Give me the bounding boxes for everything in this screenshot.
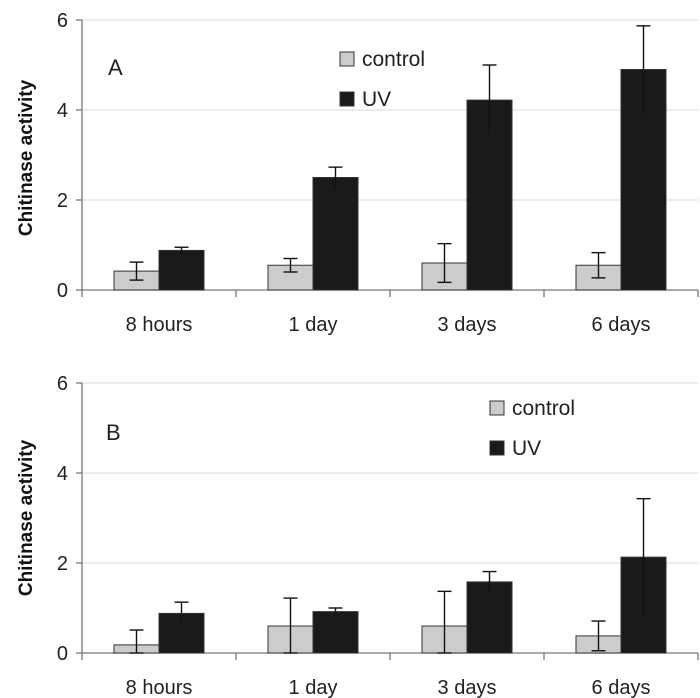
y-tick-label: 4 — [57, 100, 68, 122]
y-tick-label: 2 — [57, 553, 68, 575]
bar-uv — [313, 178, 358, 291]
x-tick-label: 1 day — [289, 314, 338, 336]
legend-swatch — [490, 401, 504, 415]
x-tick-label: 3 days — [438, 677, 497, 698]
x-tick-label: 6 days — [592, 314, 651, 336]
legend-swatch — [340, 52, 354, 66]
legend-label: UV — [362, 88, 391, 111]
legend-label: control — [362, 48, 425, 71]
bar-uv — [467, 582, 512, 653]
x-tick-label: 1 day — [289, 677, 338, 698]
bar-uv — [159, 250, 204, 290]
y-tick-label: 4 — [57, 463, 68, 485]
legend-swatch — [490, 441, 504, 455]
bar-uv — [313, 612, 358, 653]
y-axis-label: Chitinase activity — [16, 79, 37, 236]
legend-label: control — [512, 397, 575, 420]
panel-label: A — [108, 55, 123, 80]
chart-panel-b: 0 2 4 6 8 hours 1 day 3 days 6 days Chitinase ac… — [16, 373, 698, 698]
y-axis-label: Chitinase activity — [16, 439, 37, 596]
x-tick-label: 6 days — [592, 677, 651, 698]
y-tick-label: 2 — [57, 190, 68, 212]
y-tick-label: 0 — [57, 643, 68, 665]
legend-swatch — [340, 92, 354, 106]
y-tick-label: 6 — [57, 10, 68, 32]
chart-panel-a: 0 2 4 6 8 hours 1 day 3 days 6 days Chitinase ac… — [16, 10, 698, 336]
x-tick-label: 3 days — [438, 314, 497, 336]
y-tick-label: 6 — [57, 373, 68, 395]
legend-label: UV — [512, 437, 541, 460]
y-tick-label: 0 — [57, 280, 68, 302]
x-tick-label: 8 hours — [126, 314, 193, 336]
x-tick-label: 8 hours — [126, 677, 193, 698]
legend: control UV — [490, 397, 575, 460]
panel-label: B — [106, 420, 121, 445]
legend: control UV — [340, 48, 425, 111]
